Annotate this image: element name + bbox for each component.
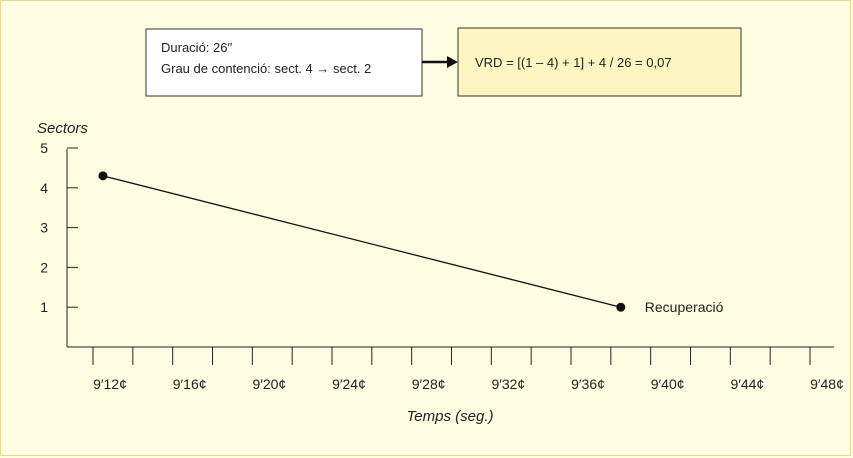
y-tick-label: 3 <box>40 220 48 236</box>
x-tick-label: 9′44¢ <box>730 376 764 392</box>
x-tick-label: 9′40¢ <box>651 376 685 392</box>
formula-box: VRD = [(1 – 4) + 1] + 4 / 26 = 0,07 <box>457 27 742 97</box>
info-box: Duració: 26′′ Grau de contenció: sect. 4… <box>145 28 423 97</box>
y-tick-label: 4 <box>40 180 48 196</box>
y-tick-label: 2 <box>40 259 48 275</box>
data-point <box>98 171 108 181</box>
x-tick-label: 9′36¢ <box>571 376 605 392</box>
formula-text: VRD = [(1 – 4) + 1] + 4 / 26 = 0,07 <box>475 55 672 70</box>
x-tick-label: 9′28¢ <box>412 376 446 392</box>
y-tick-label: 1 <box>40 299 48 315</box>
info-box-frame <box>145 28 423 97</box>
y-tick-label: 5 <box>40 140 48 156</box>
x-tick-label: 9′24¢ <box>332 376 366 392</box>
arrow-head <box>447 56 458 68</box>
info-box-containment: Grau de contenció: sect. 4 → sect. 2 <box>161 61 371 76</box>
x-axis-title: Temps (seg.) <box>407 408 494 425</box>
x-tick-label: 9′32¢ <box>491 376 525 392</box>
data-point <box>616 302 626 312</box>
series-layer: Recuperació <box>98 171 724 315</box>
x-tick-label: 9′20¢ <box>252 376 286 392</box>
x-ticks: 9′12¢ 9′16¢ 9′20¢ 9′24¢ 9′28¢ 9′32¢ 9′36¢ 9′40¢… <box>92 347 844 392</box>
y-axis-title: Sectors <box>37 120 88 137</box>
x-tick-label: 9′48¢ <box>810 376 844 392</box>
connector-arrow <box>422 56 458 68</box>
info-box-duration: Duració: 26′′ <box>161 40 233 55</box>
series-line <box>102 175 621 308</box>
x-tick-label: 9′16¢ <box>173 376 207 392</box>
y-ticks: 1 2 3 4 5 <box>40 140 78 315</box>
formula-box-frame <box>457 27 742 97</box>
x-tick-label: 9′12¢ <box>93 376 127 392</box>
point-annotation: Recuperació <box>645 299 724 315</box>
